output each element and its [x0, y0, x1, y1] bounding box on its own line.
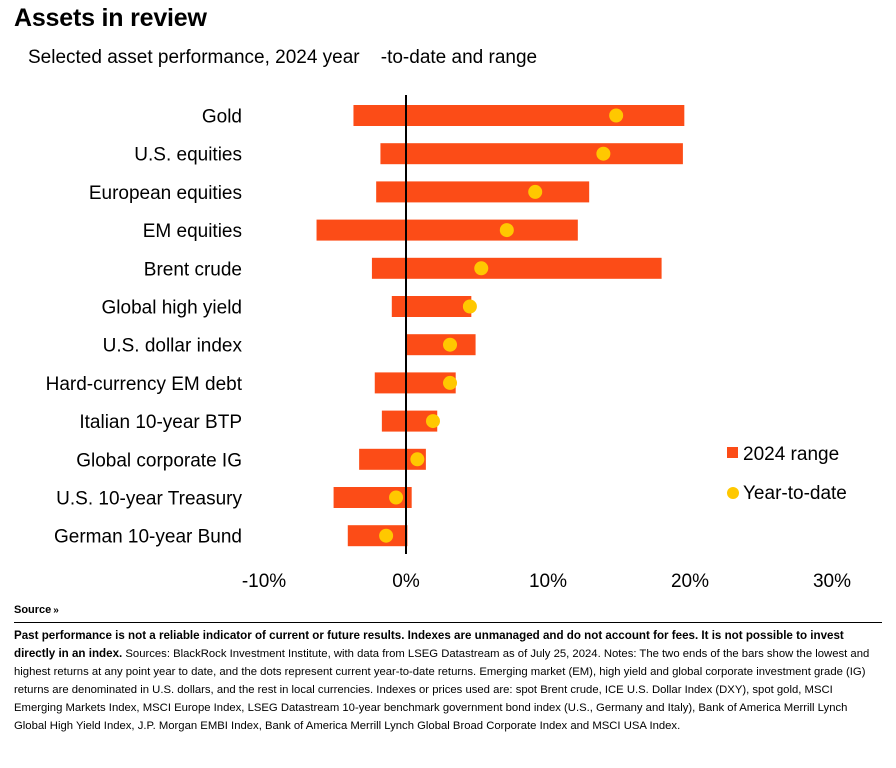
x-tick-label: 30%	[813, 571, 851, 592]
ytd-dot-global-high-yield	[462, 299, 477, 314]
category-label-german-10-year-bund: German 10-year Bund	[54, 527, 242, 548]
ytd-dot-italian-10-year-btp	[425, 414, 440, 429]
ytd-dot-global-corporate-ig	[410, 452, 425, 467]
category-label-italian-10-year-btp: Italian 10-year BTP	[79, 412, 242, 433]
legend-ytd-label: Year-to-date	[743, 483, 847, 504]
range-bar-brent-crude	[371, 257, 662, 279]
legend: 2024 range Year-to-date	[727, 444, 847, 504]
source-label: Source	[14, 604, 52, 616]
category-label-global-high-yield: Global high yield	[102, 298, 242, 319]
category-label-u-s-equities: U.S. equities	[134, 145, 242, 166]
range-bars	[316, 105, 685, 547]
category-label-hard-currency-em-debt: Hard-currency EM debt	[46, 374, 243, 395]
ytd-dot-brent-crude	[474, 261, 489, 276]
category-label-em-equities: EM equities	[143, 221, 242, 242]
range-bar-gold	[353, 105, 685, 126]
x-tick-label: 0%	[392, 571, 420, 592]
ytd-dot-em-equities	[499, 223, 514, 238]
ytd-dot-u-s-equities	[596, 146, 611, 161]
source-toggle[interactable]: Source»	[14, 604, 59, 616]
range-bar-european-equities	[376, 181, 590, 203]
chart-subtitle: Selected asset performance, 2024 year -t…	[28, 47, 538, 68]
ytd-dot-german-10-year-bund	[379, 528, 394, 543]
range-bar-italian-10-year-btp	[381, 410, 438, 432]
legend-ytd-swatch	[727, 487, 739, 499]
footer-notes: Past performance is not a reliable indic…	[14, 627, 880, 735]
ytd-dot-u-s-10-year-treasury	[389, 490, 404, 505]
source-notes-text: Sources: BlackRock Investment Institute,…	[14, 648, 870, 732]
disclaimer-text: Past performance is not a reliable indic…	[14, 629, 844, 660]
range-bar-global-high-yield	[391, 296, 472, 317]
legend-range-label: 2024 range	[743, 444, 839, 465]
category-label-u-s-dollar-index: U.S. dollar index	[103, 336, 243, 357]
x-tick-label: 20%	[671, 571, 709, 592]
x-axis-ticks: -10% 0% 10% 20% 30%	[242, 571, 851, 592]
footer-divider	[14, 622, 882, 623]
range-bar-hard-currency-em-debt	[374, 372, 456, 394]
chevron-down-icon: »	[53, 605, 59, 616]
chart-title: Assets in review	[14, 4, 207, 32]
legend-range-swatch	[727, 447, 738, 458]
range-bar-global-corporate-ig	[359, 448, 426, 470]
range-bar-german-10-year-bund	[347, 525, 408, 547]
category-label-gold: Gold	[202, 107, 242, 128]
category-labels: Gold U.S. equities European equities EM equ…	[46, 107, 243, 548]
ytd-dot-gold	[609, 108, 624, 123]
range-chart: Gold U.S. equities European equities EM equ…	[46, 95, 851, 592]
category-label-european-equities: European equities	[89, 183, 242, 204]
x-tick-label: 10%	[529, 571, 567, 592]
range-bar-em-equities	[316, 219, 578, 241]
category-label-brent-crude: Brent crude	[144, 259, 242, 280]
x-tick-label: -10%	[242, 571, 286, 592]
category-label-u-s-10-year-treasury: U.S. 10-year Treasury	[56, 489, 242, 510]
ytd-dots	[379, 108, 624, 543]
ytd-dot-european-equities	[528, 184, 543, 199]
range-bar-u-s-dollar-index	[406, 334, 476, 356]
range-bar-u-s-equities	[380, 143, 683, 165]
ytd-dot-u-s-dollar-index	[443, 337, 458, 352]
category-label-global-corporate-ig: Global corporate IG	[76, 450, 242, 471]
ytd-dot-hard-currency-em-debt	[443, 375, 458, 390]
